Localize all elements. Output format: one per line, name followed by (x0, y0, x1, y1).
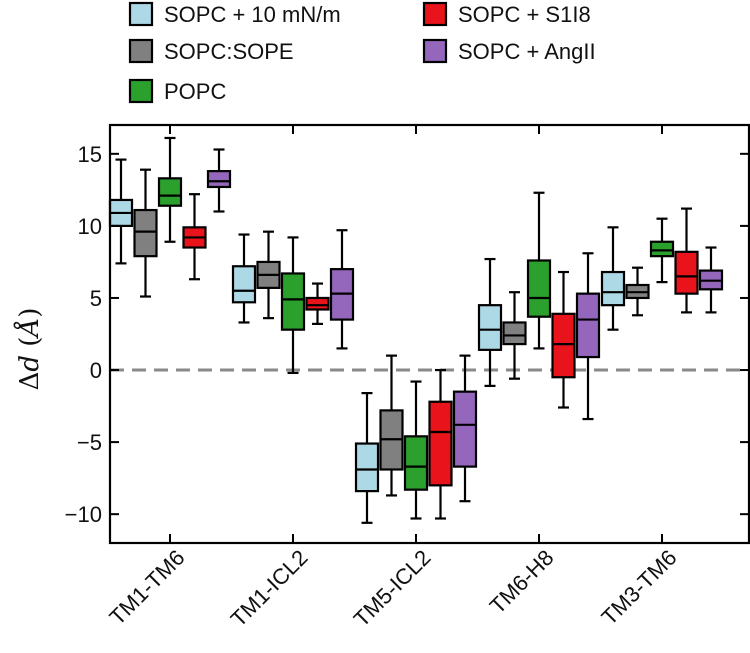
y-axis-label-close-paren: ) (15, 308, 45, 318)
y-tick-label: 10 (78, 214, 102, 239)
box-body (206, 170, 232, 189)
x-tick-label-tm6-h8: TM6-H8 (485, 545, 559, 619)
box-body (674, 250, 699, 295)
x-tick-label-tm3-tm6: TM3-TM6 (596, 545, 681, 630)
box-body (551, 312, 576, 379)
box-tm5-icl2-series-1 (379, 354, 404, 497)
box-body (305, 296, 330, 311)
box-tm6-h8-series-2 (526, 191, 552, 350)
y-tick-label: −5 (77, 430, 102, 455)
legend-swatch-sopc-s1i8 (422, 1, 448, 27)
box-tm6-h8-series-1 (502, 291, 527, 380)
x-tick-label-tm1-tm6: TM1-TM6 (104, 545, 189, 630)
box-body (231, 265, 257, 304)
legend-label-sopc-sope: SOPC:SOPE (164, 39, 294, 64)
box-tm5-icl2-series-2 (403, 380, 429, 520)
y-axis-label-variable: d (15, 355, 45, 372)
box-tm3-tm6-series-3 (674, 207, 699, 314)
box-tm5-icl2-series-0 (354, 391, 380, 524)
legend-swatch-sopc-sope (128, 38, 154, 64)
legend-label-sopc-s1i8: SOPC + S1I8 (458, 2, 591, 27)
y-tick-label: 5 (90, 286, 102, 311)
x-tick-label-tm1-icl2: TM1-ICL2 (226, 545, 313, 632)
box-tm6-h8-series-3 (551, 270, 576, 409)
y-axis-label-delta: Δ (15, 372, 45, 391)
y-tick-label: 0 (90, 358, 102, 383)
legend-swatch-sopc-10mnm (128, 1, 154, 27)
legend-label-popc: POPC (164, 79, 226, 104)
box-tm3-tm6-series-4 (698, 246, 724, 314)
box-body (354, 442, 380, 493)
box-body (649, 240, 675, 258)
box-body (600, 270, 626, 307)
legend: SOPC + 10 mN/m SOPC:SOPE POPC SOPC + S1I… (128, 1, 596, 104)
y-tick-label: −10 (65, 502, 102, 527)
box-tm1-icl2-series-0 (231, 233, 257, 324)
plot-area: −10 −5 0 5 10 15 TM1-TM6 TM1-ICL2 TM5-ICL2 TM6-H8… (65, 123, 750, 632)
box-tm1-icl2-series-2 (280, 236, 306, 375)
legend-label-sopc-angii: SOPC + AngII (458, 39, 596, 64)
y-axis-label-open-paren: ( (15, 337, 45, 355)
box-tm3-tm6-series-0 (600, 226, 626, 331)
box-tm1-icl2-series-4 (329, 229, 355, 350)
box-body (133, 208, 158, 258)
box-tm1-tm6-series-0 (108, 158, 134, 265)
box-body (477, 304, 503, 351)
x-tick-label-tm5-icl2: TM5-ICL2 (349, 545, 436, 632)
box-tm5-icl2-series-4 (452, 354, 478, 503)
box-tm1-icl2-series-1 (256, 230, 281, 320)
y-axis-label: Δd (Å) (13, 308, 45, 391)
box-tm3-tm6-series-1 (625, 266, 650, 317)
box-tm1-tm6-series-4 (206, 148, 232, 213)
y-tick-label: 15 (78, 142, 102, 167)
legend-swatch-sopc-angii (422, 38, 448, 64)
box-tm5-icl2-series-3 (428, 368, 453, 520)
box-body (452, 390, 478, 468)
box-body (526, 259, 552, 318)
legend-swatch-popc (128, 78, 154, 104)
box-tm6-h8-series-4 (575, 252, 601, 421)
box-body (157, 177, 183, 207)
box-tm1-icl2-series-3 (305, 282, 330, 326)
box-tm1-tm6-series-3 (182, 193, 207, 281)
box-body (403, 435, 429, 491)
box-tm3-tm6-series-2 (649, 217, 675, 284)
box-body (280, 272, 306, 331)
box-tm1-tm6-series-1 (133, 168, 158, 298)
plot-frame (108, 123, 750, 545)
legend-label-sopc-10mnm: SOPC + 10 mN/m (164, 2, 341, 27)
box-body (502, 321, 527, 346)
box-body (428, 400, 453, 487)
box-body (575, 292, 601, 359)
box-tm6-h8-series-0 (477, 257, 503, 387)
box-tm1-tm6-series-2 (157, 136, 183, 243)
y-axis-label-unit: Å (13, 318, 45, 340)
